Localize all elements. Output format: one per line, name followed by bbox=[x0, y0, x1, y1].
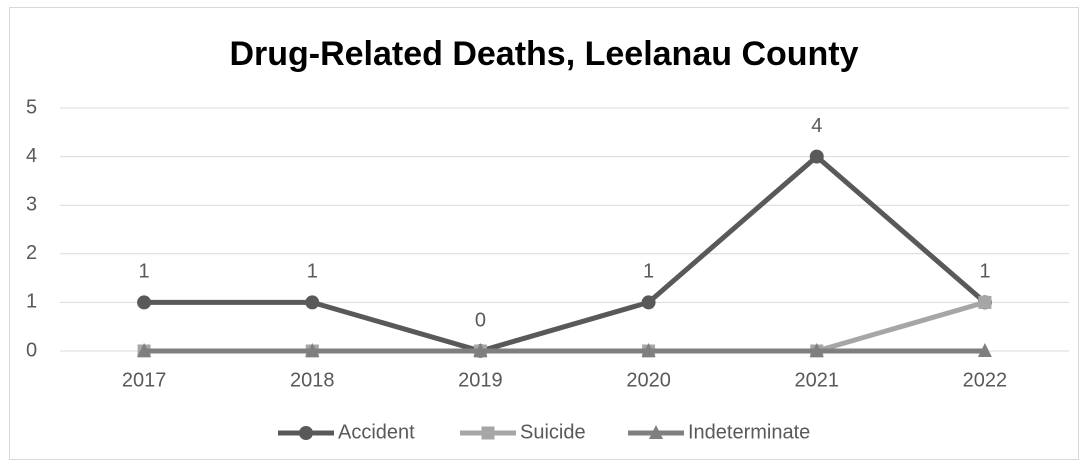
y-tick-label: 3 bbox=[26, 193, 37, 215]
x-tick-label: 2019 bbox=[458, 369, 503, 391]
chart-border bbox=[9, 7, 1079, 460]
point bbox=[809, 149, 824, 164]
point bbox=[641, 343, 656, 357]
x-tick-label: 2021 bbox=[795, 369, 840, 391]
chart-title: Drug-Related Deaths, Leelanau County bbox=[229, 35, 858, 73]
point bbox=[809, 343, 824, 357]
point bbox=[137, 295, 152, 310]
legend-marker bbox=[299, 426, 313, 440]
x-tick-label: 2017 bbox=[122, 369, 167, 391]
point bbox=[977, 343, 992, 357]
data-label: 1 bbox=[979, 261, 990, 283]
legend-marker bbox=[481, 426, 495, 440]
x-tick-label: 2020 bbox=[626, 369, 671, 391]
point bbox=[137, 343, 152, 357]
y-tick-label: 5 bbox=[26, 96, 37, 118]
point bbox=[641, 295, 656, 310]
y-tick-label: 4 bbox=[26, 145, 37, 167]
data-label: 0 bbox=[475, 309, 486, 331]
legend-marker bbox=[649, 425, 663, 439]
legend-label: Indeterminate bbox=[688, 421, 810, 443]
data-label: 1 bbox=[307, 261, 318, 283]
y-tick-label: 1 bbox=[26, 291, 37, 313]
x-tick-label: 2022 bbox=[963, 369, 1008, 391]
point bbox=[978, 295, 992, 309]
point bbox=[473, 343, 488, 357]
data-label: 1 bbox=[643, 261, 654, 283]
point bbox=[305, 343, 320, 357]
line bbox=[144, 154, 987, 354]
legend-label: Accident bbox=[338, 421, 415, 443]
data-label: 4 bbox=[811, 115, 822, 137]
y-tick-label: 2 bbox=[26, 242, 37, 264]
x-tick-label: 2018 bbox=[290, 369, 335, 391]
y-tick-label: 0 bbox=[26, 339, 37, 361]
legend-label: Suicide bbox=[520, 421, 586, 443]
point bbox=[305, 295, 320, 310]
data-label: 1 bbox=[139, 261, 150, 283]
